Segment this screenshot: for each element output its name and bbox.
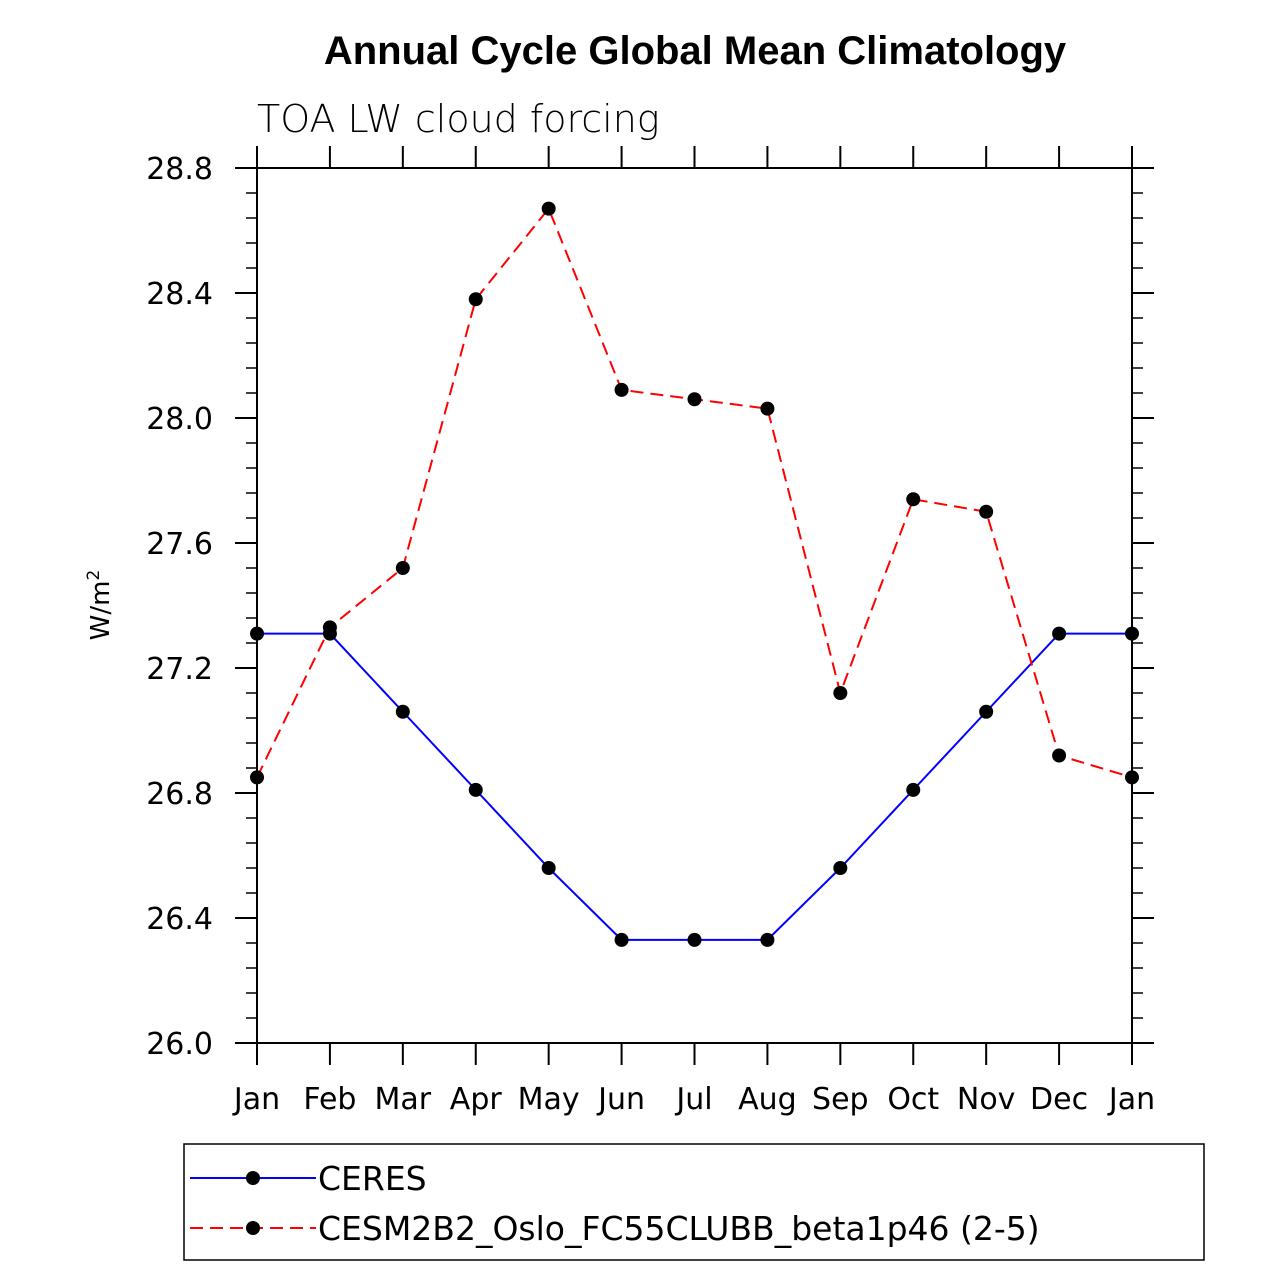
y-tick-label: 26.4: [146, 902, 213, 937]
x-tick-label: Apr: [450, 1082, 503, 1117]
y-tick-label: 28.8: [146, 152, 213, 187]
data-point-cesm: [468, 292, 483, 307]
data-point-cesm: [395, 561, 410, 575]
axis-ticks: Jan Feb Mar Apr May Jun Jul Aug Sep Oct Nov Dec Jan 2…: [146, 146, 1155, 1117]
x-tick-label: Dec: [1030, 1082, 1088, 1117]
series-layer: [250, 201, 1139, 947]
plot-frame: [256, 167, 1133, 1044]
data-point-ceres: [468, 782, 483, 797]
data-point-ceres: [395, 704, 410, 719]
x-tick-label: Jul: [674, 1082, 712, 1117]
y-tick-label: 26.8: [146, 777, 213, 812]
y-tick-label: 27.2: [146, 652, 213, 687]
legend-cesm-label: CESM2B2_Oslo_FC55CLUBB_beta1p46 (2-5): [318, 1209, 1040, 1248]
data-point-ceres: [1052, 626, 1067, 641]
y-tick-label: 28.4: [146, 277, 213, 312]
chart-subtitle: TOA LW cloud forcing: [257, 97, 660, 141]
x-tick-label: May: [518, 1082, 580, 1117]
data-point-ceres: [541, 861, 556, 875]
data-point-ceres: [687, 932, 702, 947]
y-tick-label: 27.6: [146, 527, 213, 562]
x-tick-label: Jan: [232, 1082, 280, 1117]
y-axis-label: W/m2: [84, 570, 116, 641]
x-tick-label: Jan: [1107, 1082, 1155, 1117]
series-line-ceres: [257, 632, 1132, 941]
x-tick-label: Aug: [738, 1082, 797, 1117]
data-point-cesm: [687, 392, 702, 407]
chart-title: Annual Cycle Global Mean Climatology: [324, 29, 1067, 73]
x-tick-label: Sep: [812, 1082, 869, 1117]
data-point-ceres: [906, 782, 921, 797]
legend-cesm-marker: [246, 1221, 260, 1235]
data-point-cesm: [760, 401, 775, 416]
x-tick-label: Oct: [887, 1082, 939, 1117]
series-line-cesm: [256, 206, 1133, 779]
legend-ceres-label: CERES: [318, 1159, 427, 1198]
data-point-cesm: [541, 201, 556, 216]
data-point-ceres: [979, 704, 994, 719]
data-point-ceres: [760, 932, 775, 947]
legend-box: [183, 1143, 1205, 1261]
data-point-cesm: [979, 504, 994, 519]
x-tick-label: Feb: [303, 1082, 356, 1117]
y-tick-label: 28.0: [146, 402, 213, 437]
data-point-cesm: [1052, 748, 1067, 763]
legend-ceres-marker: [246, 1171, 260, 1185]
data-point-ceres: [833, 861, 848, 875]
data-point-cesm: [906, 492, 921, 507]
legend: CERES CESM2B2_Oslo_FC55CLUBB_beta1p46 (2…: [183, 1143, 1205, 1261]
data-point-cesm: [614, 382, 629, 397]
x-tick-label: Nov: [957, 1082, 1016, 1117]
y-tick-label: 26.0: [146, 1027, 213, 1062]
data-point-cesm: [322, 620, 337, 635]
data-point-ceres: [614, 932, 629, 947]
x-tick-label: Mar: [375, 1082, 432, 1117]
data-point-cesm: [833, 686, 848, 700]
x-tick-label: Jun: [596, 1082, 645, 1117]
